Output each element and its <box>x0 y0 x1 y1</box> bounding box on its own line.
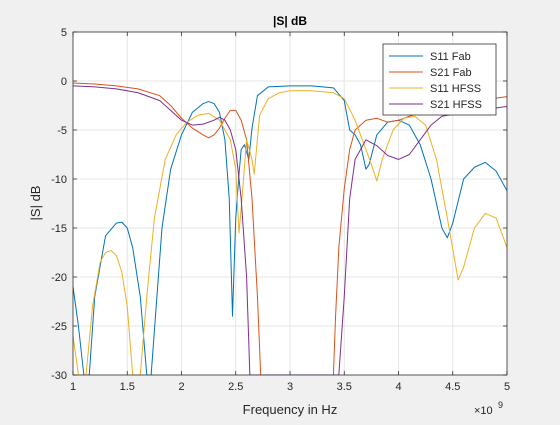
y-tick-label: 0 <box>61 76 67 88</box>
legend: S11 Fab S21 Fab S11 HFSS S21 HFSS <box>382 43 497 116</box>
y-tick-label: -20 <box>51 272 67 284</box>
y-tick-label: 5 <box>61 27 67 39</box>
x-tick-label: 2 <box>178 381 184 393</box>
x-exponent-base: ×10 <box>474 405 493 417</box>
legend-label-2: S21 Fab <box>430 67 472 79</box>
x-axis-label: Frequency in Hz <box>243 402 338 417</box>
legend-label-3: S11 HFSS <box>430 83 481 95</box>
x-axis-ticks: 1 1.5 2 2.5 3 3.5 4 4.5 5 <box>70 32 510 393</box>
x-tick-label: 3 <box>287 381 293 393</box>
y-tick-label: -5 <box>57 125 67 137</box>
x-tick-label: 3.5 <box>337 381 352 393</box>
y-tick-label: -10 <box>51 174 67 186</box>
x-tick-label: 2.5 <box>228 381 243 393</box>
series-line-2 <box>73 82 507 375</box>
x-axis-exponent: ×10 9 <box>474 400 503 417</box>
series-layer <box>73 82 507 375</box>
y-axis-ticks: -30 -25 -20 -15 -10 -5 0 5 <box>51 27 507 382</box>
x-tick-label: 5 <box>504 381 510 393</box>
x-tick-label: 1.5 <box>120 381 135 393</box>
y-tick-label: -15 <box>51 223 67 235</box>
x-tick-label: 4 <box>395 381 401 393</box>
series-line-4 <box>73 85 507 375</box>
legend-label-4: S21 HFSS <box>430 99 482 111</box>
chart-title: |S| dB <box>273 14 307 28</box>
series-line-3 <box>73 90 507 375</box>
y-tick-label: -30 <box>51 370 67 382</box>
x-tick-label: 4.5 <box>445 381 460 393</box>
legend-label-1: S11 Fab <box>430 51 471 63</box>
x-tick-label: 1 <box>70 381 76 393</box>
y-tick-label: -25 <box>51 321 67 333</box>
y-axis-label: |S| dB <box>28 186 43 221</box>
x-exponent-power: 9 <box>498 400 503 410</box>
